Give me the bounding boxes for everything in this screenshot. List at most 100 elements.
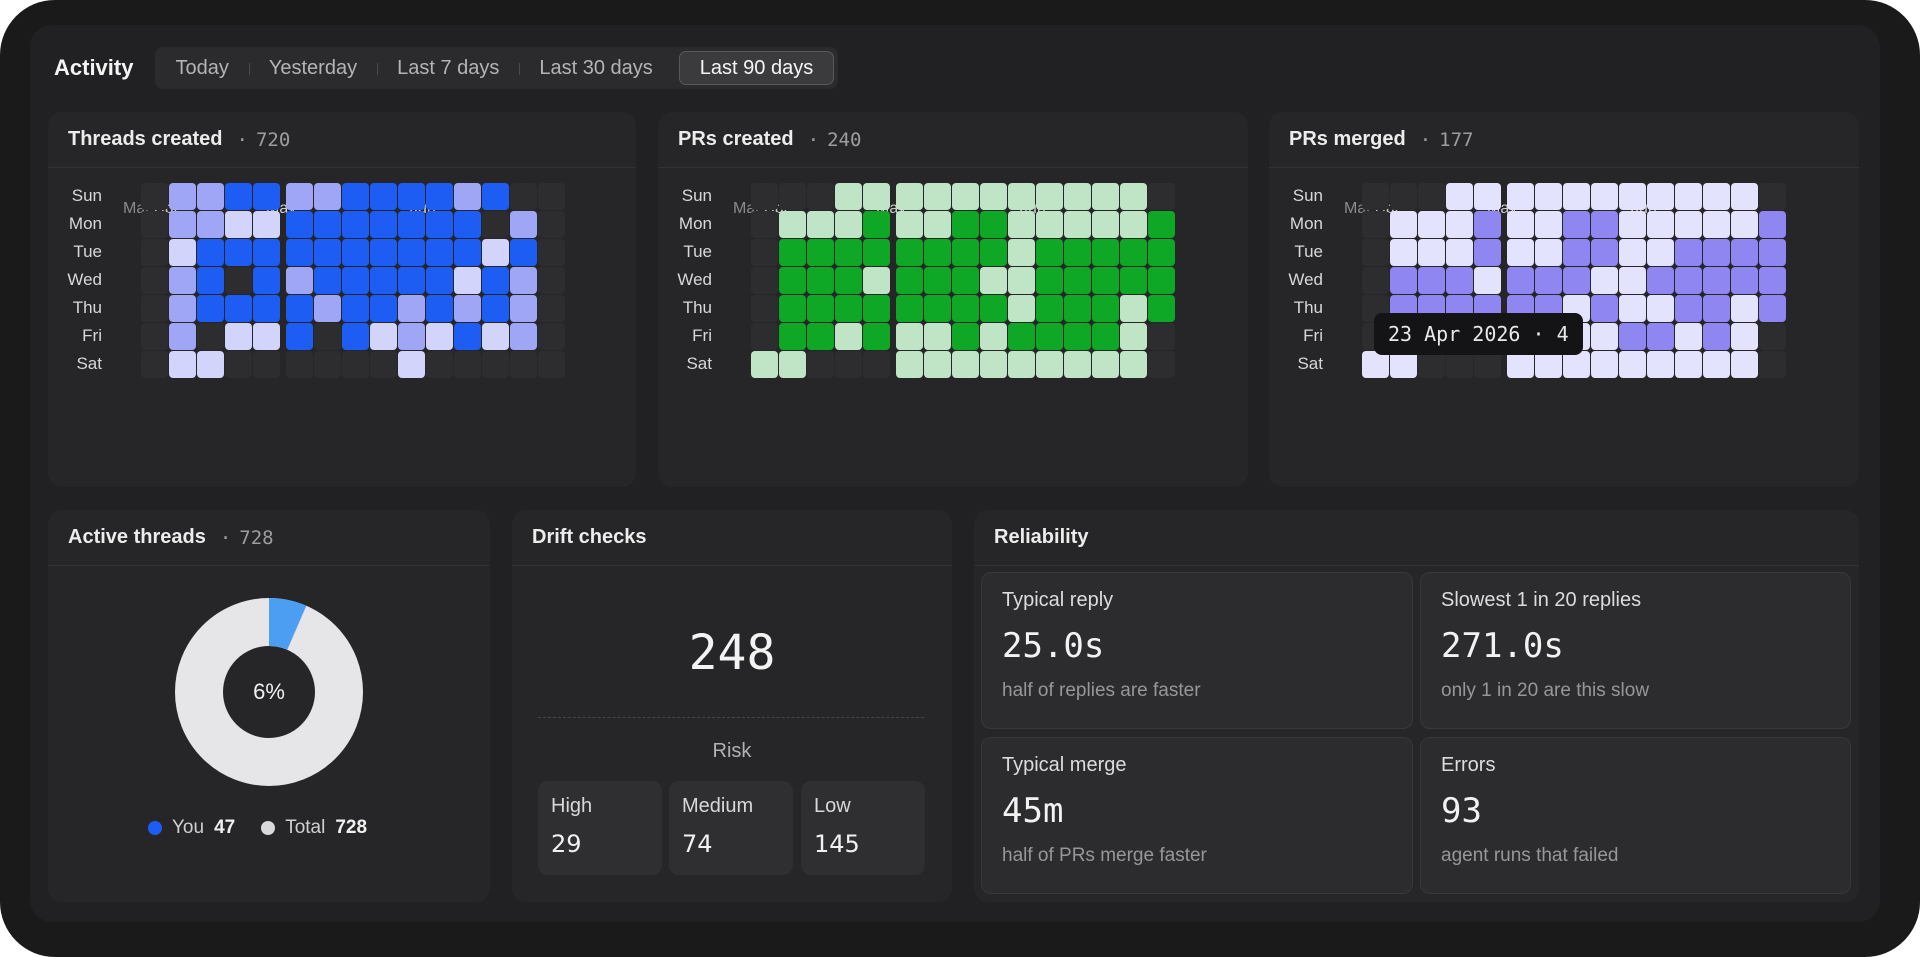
heatmap-cell[interactable] <box>1619 211 1646 238</box>
heatmap-cell[interactable] <box>342 267 369 294</box>
heatmap-cell[interactable] <box>1446 267 1473 294</box>
heatmap-cell[interactable] <box>169 211 196 238</box>
heatmap-cell[interactable] <box>370 183 397 210</box>
heatmap-cell[interactable] <box>169 323 196 350</box>
heatmap-cell[interactable] <box>1703 351 1730 378</box>
heatmap-cell[interactable] <box>1507 267 1534 294</box>
heatmap-cell[interactable] <box>454 183 481 210</box>
heatmap-cell[interactable] <box>1418 183 1445 210</box>
heatmap-cell[interactable] <box>538 183 565 210</box>
heatmap-cell[interactable] <box>779 183 806 210</box>
heatmap-cell[interactable] <box>1535 211 1562 238</box>
heatmap-cell[interactable] <box>1759 211 1786 238</box>
heatmap-cell[interactable] <box>1092 211 1119 238</box>
range-yesterday[interactable]: Yesterday <box>248 51 377 85</box>
heatmap-cell[interactable] <box>1036 211 1063 238</box>
heatmap-cell[interactable] <box>1362 351 1389 378</box>
heatmap-cell[interactable] <box>1148 239 1175 266</box>
heatmap-cell[interactable] <box>1563 351 1590 378</box>
heatmap-cell[interactable] <box>1474 351 1501 378</box>
heatmap-cell[interactable] <box>370 211 397 238</box>
heatmap-cell[interactable] <box>863 211 890 238</box>
heatmap-cell[interactable] <box>169 239 196 266</box>
heatmap-cell[interactable] <box>1120 351 1147 378</box>
heatmap-cell[interactable] <box>751 183 778 210</box>
heatmap-cell[interactable] <box>807 295 834 322</box>
heatmap-cell[interactable] <box>286 239 313 266</box>
heatmap-cell[interactable] <box>482 183 509 210</box>
heatmap-cell[interactable] <box>1591 351 1618 378</box>
heatmap-cell[interactable] <box>538 323 565 350</box>
heatmap-cell[interactable] <box>952 183 979 210</box>
heatmap-cell[interactable] <box>1092 267 1119 294</box>
heatmap-cell[interactable] <box>807 323 834 350</box>
heatmap-cell[interactable] <box>952 267 979 294</box>
heatmap-cell[interactable] <box>1731 183 1758 210</box>
heatmap-cell[interactable] <box>1731 351 1758 378</box>
heatmap-cell[interactable] <box>980 183 1007 210</box>
heatmap-cell[interactable] <box>924 239 951 266</box>
heatmap-cell[interactable] <box>1390 211 1417 238</box>
heatmap-cell[interactable] <box>398 351 425 378</box>
heatmap-cell[interactable] <box>924 211 951 238</box>
heatmap-cell[interactable] <box>1390 267 1417 294</box>
heatmap-cell[interactable] <box>1008 295 1035 322</box>
heatmap-cell[interactable] <box>1390 183 1417 210</box>
heatmap-cell[interactable] <box>454 211 481 238</box>
heatmap-cell[interactable] <box>538 351 565 378</box>
heatmap-cell[interactable] <box>807 239 834 266</box>
heatmap-cell[interactable] <box>1120 323 1147 350</box>
heatmap-cell[interactable] <box>426 351 453 378</box>
heatmap-cell[interactable] <box>225 239 252 266</box>
heatmap-cell[interactable] <box>426 295 453 322</box>
heatmap-cell[interactable] <box>1008 183 1035 210</box>
heatmap-cell[interactable] <box>751 295 778 322</box>
heatmap-cell[interactable] <box>510 267 537 294</box>
range-last-90-days[interactable]: Last 90 days <box>678 51 835 85</box>
heatmap-cell[interactable] <box>1563 183 1590 210</box>
heatmap-cell[interactable] <box>253 267 280 294</box>
heatmap-cell[interactable] <box>1148 183 1175 210</box>
heatmap-cell[interactable] <box>1591 239 1618 266</box>
heatmap-cell[interactable] <box>197 323 224 350</box>
heatmap-cell[interactable] <box>225 323 252 350</box>
heatmap-cell[interactable] <box>510 323 537 350</box>
heatmap-cell[interactable] <box>835 323 862 350</box>
heatmap-cell[interactable] <box>1120 267 1147 294</box>
heatmap-cell[interactable] <box>1535 267 1562 294</box>
heatmap-cell[interactable] <box>286 211 313 238</box>
heatmap-cell[interactable] <box>863 183 890 210</box>
heatmap-cell[interactable] <box>779 323 806 350</box>
heatmap-cell[interactable] <box>398 295 425 322</box>
heatmap-cell[interactable] <box>1647 295 1674 322</box>
heatmap-cell[interactable] <box>1535 351 1562 378</box>
heatmap-cell[interactable] <box>197 351 224 378</box>
heatmap-cell[interactable] <box>1446 183 1473 210</box>
heatmap-cell[interactable] <box>980 351 1007 378</box>
heatmap-cell[interactable] <box>1036 183 1063 210</box>
heatmap-cell[interactable] <box>1507 183 1534 210</box>
heatmap-cell[interactable] <box>1759 323 1786 350</box>
heatmap-cell[interactable] <box>835 211 862 238</box>
heatmap-cell[interactable] <box>426 183 453 210</box>
heatmap-cell[interactable] <box>426 239 453 266</box>
heatmap-cell[interactable] <box>1647 239 1674 266</box>
heatmap-cell[interactable] <box>1092 351 1119 378</box>
heatmap-cell[interactable] <box>1008 323 1035 350</box>
heatmap-cell[interactable] <box>896 323 923 350</box>
heatmap-cell[interactable] <box>1092 323 1119 350</box>
heatmap-cell[interactable] <box>1675 323 1702 350</box>
heatmap-cell[interactable] <box>314 239 341 266</box>
heatmap-cell[interactable] <box>751 211 778 238</box>
heatmap-cell[interactable] <box>952 239 979 266</box>
heatmap-cell[interactable] <box>1064 183 1091 210</box>
heatmap-cell[interactable] <box>314 351 341 378</box>
heatmap-cell[interactable] <box>1362 183 1389 210</box>
heatmap-cell[interactable] <box>779 211 806 238</box>
heatmap-cell[interactable] <box>286 267 313 294</box>
heatmap-cell[interactable] <box>1591 267 1618 294</box>
heatmap-cell[interactable] <box>807 211 834 238</box>
heatmap-cell[interactable] <box>924 183 951 210</box>
heatmap-cell[interactable] <box>1703 183 1730 210</box>
heatmap-cell[interactable] <box>1148 211 1175 238</box>
